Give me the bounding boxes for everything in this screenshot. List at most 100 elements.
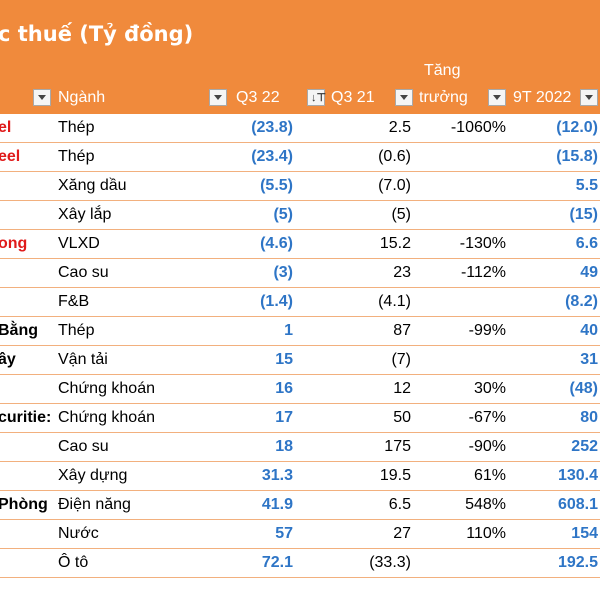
table-row[interactable]: Nước 57 27 110% 154: [0, 520, 600, 549]
company-cell: ong: [0, 235, 28, 252]
table-row[interactable]: Cao su 18 175 -90% 252: [0, 433, 600, 462]
sector-cell: Chứng khoán: [58, 409, 155, 426]
ytd-2022-cell: 31: [580, 351, 598, 368]
growth-cell: 30%: [473, 380, 506, 397]
q3-2022-cell: 16: [275, 380, 293, 397]
title-bar: c thuế (Tỷ đồng): [0, 0, 600, 58]
table-title: c thuế (Tỷ đồng): [0, 22, 194, 46]
table-row[interactable]: el Thép (23.8) 2.5 -1060% (12.0): [0, 114, 600, 143]
company-cell: ây: [0, 351, 16, 368]
table-row[interactable]: Ô tô 72.1 (33.3) 192.5: [0, 549, 600, 578]
table-row[interactable]: curitie: Chứng khoán 17 50 -67% 80: [0, 404, 600, 433]
company-cell: Phòng: [0, 496, 48, 513]
growth-cell: -112%: [460, 264, 506, 281]
ytd-2022-cell: 49: [580, 264, 598, 281]
q3-2021-cell: (7.0): [378, 177, 411, 194]
sector-cell: VLXD: [58, 235, 100, 252]
q3-2022-cell: 17: [275, 409, 293, 426]
q3-2022-cell: 31.3: [261, 467, 293, 484]
table-row[interactable]: ong VLXD (4.6) 15.2 -130% 6.6: [0, 230, 600, 259]
sector-cell: Nước: [58, 525, 99, 542]
table-header: Ngành Q3 22 ↓⊤ Q3 21 Tăng trưởng 9T 2022: [0, 58, 600, 114]
sector-cell: Xây lắp: [58, 206, 112, 223]
sector-cell: Cao su: [58, 264, 109, 281]
q3-2021-cell: (0.6): [378, 148, 411, 165]
growth-cell: -67%: [468, 409, 506, 426]
q3-2021-cell: 50: [393, 409, 411, 426]
ytd-filter-dropdown[interactable]: [580, 89, 598, 106]
company-cell: eel: [0, 148, 21, 165]
ytd-2022-cell: (8.2): [565, 293, 598, 310]
sort-filter-icon: ↓⊤: [311, 92, 327, 104]
sector-cell: F&B: [58, 293, 90, 310]
table-row[interactable]: Chứng khoán 16 12 30% (48): [0, 375, 600, 404]
sector-cell: Thép: [58, 119, 95, 136]
table-row[interactable]: Xây lắp (5) (5) (15): [0, 201, 600, 230]
table-row[interactable]: Phòng Điện năng 41.9 6.5 548% 608.1: [0, 491, 600, 520]
ytd-2022-cell: 130.4: [557, 467, 598, 484]
q3-2021-cell: 19.5: [379, 467, 411, 484]
header-sector: Ngành: [58, 89, 106, 106]
q3-2022-cell: (3): [273, 264, 293, 281]
ytd-2022-cell: 40: [580, 322, 598, 339]
table-row[interactable]: Bằng Thép 1 87 -99% 40: [0, 317, 600, 346]
growth-cell: -90%: [468, 438, 506, 455]
growth-cell: 61%: [473, 467, 506, 484]
growth-cell: -130%: [459, 235, 506, 252]
q3-2021-cell: 2.5: [388, 119, 411, 136]
q3-2022-cell: 15: [275, 351, 293, 368]
ytd-2022-cell: 6.6: [575, 235, 598, 252]
q3-2022-cell: (1.4): [260, 293, 293, 310]
sector-cell: Xây dựng: [58, 467, 128, 484]
ytd-2022-cell: 154: [571, 525, 598, 542]
header-growth-line2: trưởng: [419, 89, 468, 106]
sector-cell: Thép: [58, 322, 95, 339]
growth-cell: -99%: [468, 322, 506, 339]
ytd-2022-cell: 5.5: [575, 177, 598, 194]
sector-cell: Chứng khoán: [58, 380, 155, 397]
q3-2022-cell: (4.6): [260, 235, 293, 252]
q321-filter-dropdown[interactable]: [395, 89, 413, 106]
ytd-2022-cell: (15): [569, 206, 598, 223]
growth-filter-dropdown[interactable]: [488, 89, 506, 106]
q3-2021-cell: 23: [393, 264, 411, 281]
ytd-2022-cell: 80: [580, 409, 598, 426]
company-cell: el: [0, 119, 12, 136]
growth-cell: 548%: [465, 496, 506, 513]
sector-cell: Vận tải: [58, 351, 108, 368]
table-row[interactable]: Xây dựng 31.3 19.5 61% 130.4: [0, 462, 600, 491]
growth-cell: 110%: [466, 525, 506, 542]
q3-2021-cell: (7): [391, 351, 411, 368]
q3-2021-cell: (5): [391, 206, 411, 223]
sector-filter-dropdown[interactable]: [209, 89, 227, 106]
sector-cell: Xăng dầu: [58, 177, 127, 194]
table-body: el Thép (23.8) 2.5 -1060% (12.0) eel Thép (23.4)…: [0, 114, 600, 578]
q3-2022-cell: (23.8): [251, 119, 293, 136]
sector-cell: Cao su: [58, 438, 109, 455]
q3-2021-cell: 87: [393, 322, 411, 339]
ytd-2022-cell: 608.1: [557, 496, 598, 513]
sector-cell: Điện năng: [58, 496, 131, 513]
table-row[interactable]: Cao su (3) 23 -112% 49: [0, 259, 600, 288]
header-ytd: 9T 2022: [513, 89, 572, 106]
table-row[interactable]: ây Vận tải 15 (7) 31: [0, 346, 600, 375]
q3-2021-cell: 6.5: [388, 496, 411, 513]
q3-2021-cell: (4.1): [378, 293, 411, 310]
q322-filter-dropdown[interactable]: ↓⊤: [307, 89, 327, 106]
q3-2022-cell: 18: [275, 438, 293, 455]
q3-2022-cell: 1: [284, 322, 293, 339]
q3-2022-cell: 72.1: [261, 554, 293, 571]
q3-2021-cell: 12: [393, 380, 411, 397]
company-filter-dropdown[interactable]: [33, 89, 51, 106]
q3-2022-cell: (5): [273, 206, 293, 223]
ytd-2022-cell: 192.5: [557, 554, 598, 571]
q3-2022-cell: (5.5): [260, 177, 293, 194]
sector-cell: Thép: [58, 148, 95, 165]
table-row[interactable]: F&B (1.4) (4.1) (8.2): [0, 288, 600, 317]
sector-cell: Ô tô: [58, 554, 89, 571]
table-row[interactable]: Xăng dầu (5.5) (7.0) 5.5: [0, 172, 600, 201]
table-row[interactable]: eel Thép (23.4) (0.6) (15.8): [0, 143, 600, 172]
header-growth-line1: Tăng: [424, 62, 461, 79]
q3-2022-cell: 57: [275, 525, 293, 542]
company-cell: Bằng: [0, 322, 38, 339]
